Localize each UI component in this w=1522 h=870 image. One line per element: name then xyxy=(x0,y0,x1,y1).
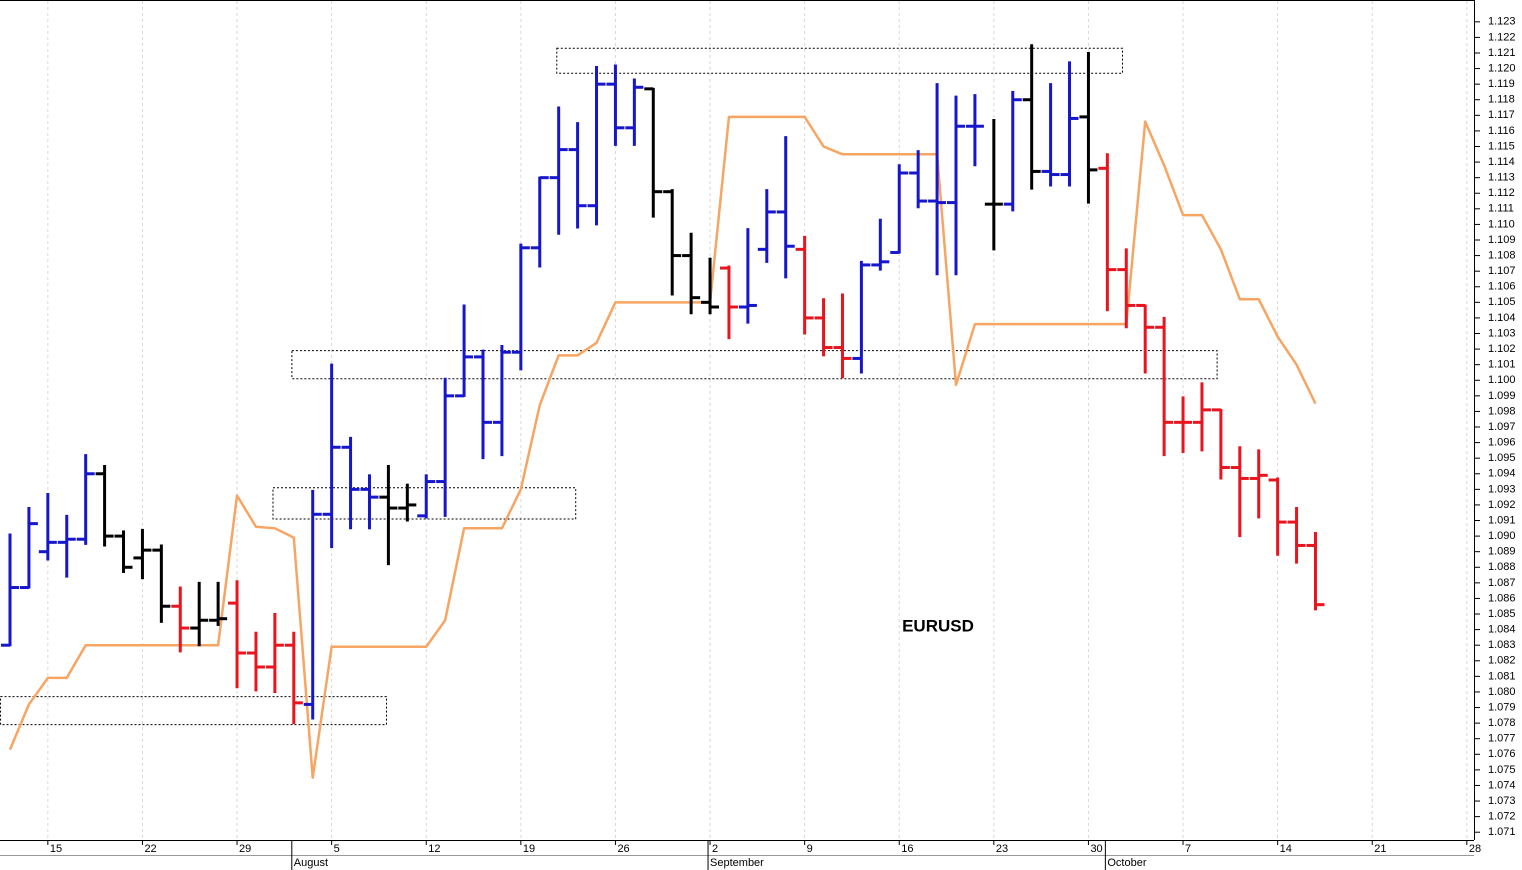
y-tick-label: 1.110 xyxy=(1488,218,1515,230)
y-tick-label: 1.121 xyxy=(1488,47,1516,59)
y-tick-label: 1.098 xyxy=(1488,405,1516,417)
y-tick-label: 1.114 xyxy=(1488,156,1515,168)
annotation: EURUSD xyxy=(902,616,974,635)
y-tick-label: 1.087 xyxy=(1488,577,1516,589)
month-label: August xyxy=(294,857,328,869)
y-tick-label: 1.086 xyxy=(1488,592,1516,604)
y-tick-label: 1.115 xyxy=(1488,140,1515,152)
y-tick-label: 1.123 xyxy=(1488,16,1516,28)
y-tick-label: 1.112 xyxy=(1488,187,1515,199)
y-tick-label: 1.084 xyxy=(1488,624,1516,636)
x-tick-label: 12 xyxy=(428,843,440,855)
y-tick-label: 1.085 xyxy=(1488,608,1516,620)
y-tick-label: 1.101 xyxy=(1488,359,1516,371)
y-tick-label: 1.113 xyxy=(1488,172,1515,184)
y-tick-label: 1.105 xyxy=(1488,296,1516,308)
y-tick-label: 1.088 xyxy=(1488,561,1516,573)
y-tick-label: 1.092 xyxy=(1488,499,1516,511)
y-tick-label: 1.118 xyxy=(1488,94,1515,106)
y-tick-label: 1.100 xyxy=(1488,374,1516,386)
y-tick-label: 1.083 xyxy=(1488,639,1516,651)
y-tick-label: 1.077 xyxy=(1488,733,1516,745)
x-tick-label: 19 xyxy=(523,843,535,855)
x-tick-label: 2 xyxy=(712,843,718,855)
y-tick-label: 1.071 xyxy=(1488,826,1516,838)
y-tick-label: 1.116 xyxy=(1488,125,1515,137)
month-label: September xyxy=(710,857,764,869)
x-tick-label: 15 xyxy=(50,843,62,855)
y-tick-label: 1.081 xyxy=(1488,670,1516,682)
y-tick-label: 1.090 xyxy=(1488,530,1516,542)
y-tick-label: 1.122 xyxy=(1488,31,1516,43)
y-tick-label: 1.109 xyxy=(1488,234,1516,246)
y-tick-label: 1.075 xyxy=(1488,764,1516,776)
average-line xyxy=(8,115,1317,779)
y-tick-label: 1.082 xyxy=(1488,655,1516,667)
y-tick-label: 1.103 xyxy=(1488,327,1516,339)
y-tick-label: 1.106 xyxy=(1488,281,1516,293)
y-tick-label: 1.089 xyxy=(1488,546,1516,558)
x-tick-label: 26 xyxy=(617,843,629,855)
y-tick-label: 1.072 xyxy=(1488,811,1516,823)
x-tick-label: 28 xyxy=(1469,843,1481,855)
x-tick-label: 16 xyxy=(901,843,913,855)
y-tick-label: 1.096 xyxy=(1488,437,1516,449)
y-tick-label: 1.099 xyxy=(1488,390,1516,402)
y-tick-label: 1.080 xyxy=(1488,686,1516,698)
x-tick-label: 30 xyxy=(1090,843,1102,855)
x-tick-label: 9 xyxy=(807,843,813,855)
x-tick-label: 5 xyxy=(334,843,340,855)
y-tick-label: 1.076 xyxy=(1488,748,1516,760)
x-tick-label: 29 xyxy=(239,843,251,855)
y-tick-label: 1.093 xyxy=(1488,483,1516,495)
zone xyxy=(0,696,388,726)
zone xyxy=(556,47,1123,74)
y-tick-label: 1.095 xyxy=(1488,452,1516,464)
y-tick-label: 1.108 xyxy=(1488,249,1516,261)
y-tick-label: 1.097 xyxy=(1488,421,1516,433)
y-tick-label: 1.107 xyxy=(1488,265,1516,277)
y-tick-label: 1.120 xyxy=(1488,62,1516,74)
y-tick-label: 1.094 xyxy=(1488,468,1516,480)
y-tick-label: 1.078 xyxy=(1488,717,1516,729)
y-tick-label: 1.111 xyxy=(1488,203,1514,215)
y-tick-label: 1.117 xyxy=(1488,109,1515,121)
x-tick-label: 7 xyxy=(1185,843,1191,855)
y-tick-label: 1.079 xyxy=(1488,701,1516,713)
month-label: October xyxy=(1107,857,1146,869)
y-tick-label: 1.104 xyxy=(1488,312,1516,324)
x-tick-label: 23 xyxy=(996,843,1008,855)
x-tick-label: 22 xyxy=(144,843,156,855)
y-tick-label: 1.091 xyxy=(1488,514,1516,526)
zone xyxy=(291,350,1218,380)
y-tick-label: 1.102 xyxy=(1488,343,1516,355)
x-tick-label: 14 xyxy=(1280,843,1292,855)
y-tick-label: 1.073 xyxy=(1488,795,1516,807)
y-tick-label: 1.119 xyxy=(1488,78,1515,90)
x-tick-label: 21 xyxy=(1374,843,1386,855)
zone xyxy=(272,487,577,520)
y-tick-label: 1.074 xyxy=(1488,779,1516,791)
